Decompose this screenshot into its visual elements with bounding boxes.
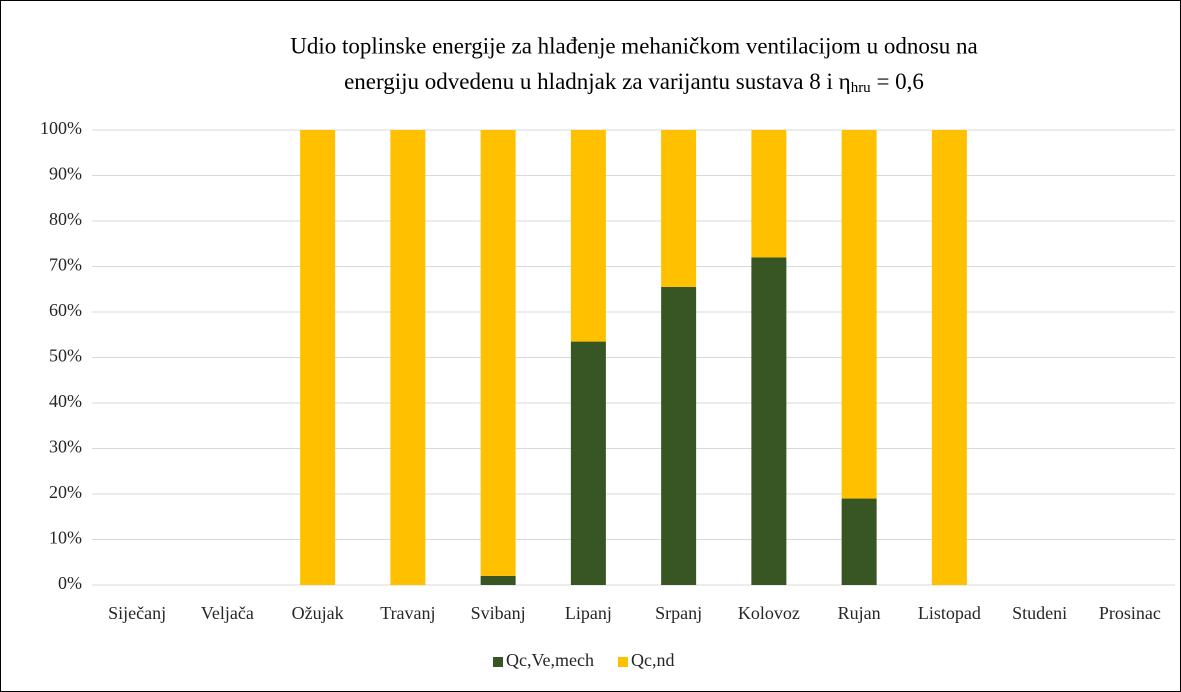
y-tick-label: 80% xyxy=(49,209,82,229)
x-tick-label: Listopad xyxy=(918,603,981,623)
x-tick-label: Rujan xyxy=(838,603,881,623)
bar-segment xyxy=(300,130,336,585)
x-tick-label: Lipanj xyxy=(565,603,612,623)
bar-segment xyxy=(841,498,877,585)
y-tick-label: 100% xyxy=(40,118,82,138)
y-tick-label: 40% xyxy=(49,391,82,411)
x-tick-label: Ožujak xyxy=(292,603,344,623)
bar-segment xyxy=(841,130,877,499)
bar-segment xyxy=(570,130,606,342)
bar-segment xyxy=(661,286,697,585)
x-tick-label: Studeni xyxy=(1012,603,1067,623)
y-tick-label: 20% xyxy=(49,482,82,502)
legend-label: Qc,Ve,mech xyxy=(506,650,594,670)
y-tick-label: 10% xyxy=(49,528,82,548)
legend-swatch xyxy=(493,657,503,667)
bar-segment xyxy=(480,575,516,585)
bar-segment xyxy=(751,257,787,585)
x-tick-label: Srpanj xyxy=(655,603,702,623)
x-tick-label: Siječanj xyxy=(108,603,166,623)
y-tick-label: 90% xyxy=(49,164,82,184)
y-tick-label: 70% xyxy=(49,255,82,275)
bar-segment xyxy=(751,130,787,258)
x-tick-label: Kolovoz xyxy=(738,603,800,623)
title-suffix: = 0,6 xyxy=(871,69,924,94)
chart-title-line2: energiju odvedenu u hladnjak za varijant… xyxy=(344,69,924,96)
legend-swatch xyxy=(617,657,628,667)
y-tick-label: 60% xyxy=(49,300,82,320)
x-tick-label: Veljača xyxy=(201,603,254,623)
legend-label: Qc,nd xyxy=(631,650,675,670)
bar-segment xyxy=(390,130,426,585)
bar-segment xyxy=(661,130,697,287)
x-tick-label: Svibanj xyxy=(471,603,526,623)
bar-segment xyxy=(480,130,516,576)
chart-title-line1: Udio toplinske energije za hlađenje meha… xyxy=(290,33,977,58)
bar-segment xyxy=(931,130,967,585)
y-tick-label: 30% xyxy=(49,437,82,457)
x-tick-label: Travanj xyxy=(380,603,435,623)
y-tick-label: 0% xyxy=(58,573,82,593)
title-subscript: hru xyxy=(851,80,871,96)
x-tick-label: Prosinac xyxy=(1099,603,1161,623)
bar-segment xyxy=(570,341,606,585)
title-text: energiju odvedenu u hladnjak za varijant… xyxy=(344,69,851,94)
y-tick-label: 50% xyxy=(49,346,82,366)
